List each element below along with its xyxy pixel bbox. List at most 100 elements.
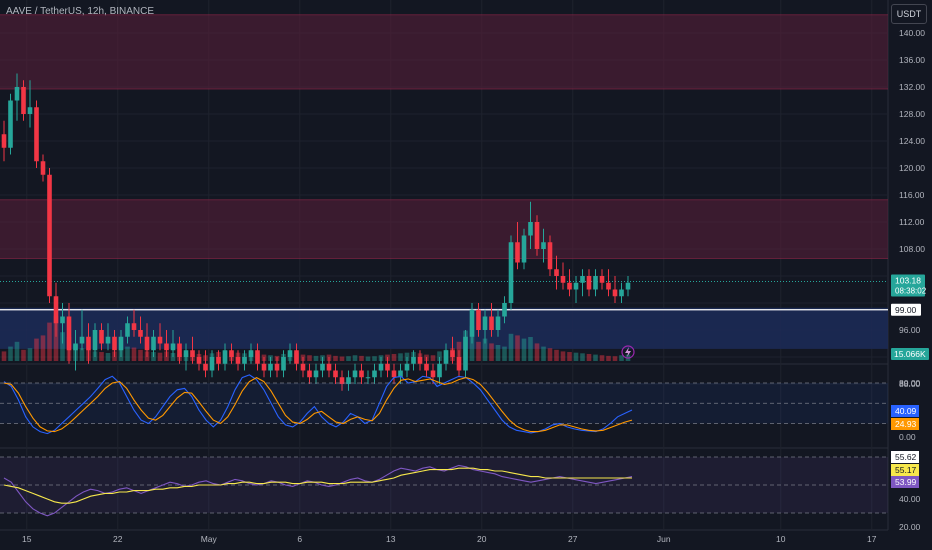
time-axis-tick-label: 6 bbox=[297, 534, 302, 544]
candle-body bbox=[60, 316, 65, 324]
candle-body bbox=[385, 363, 390, 371]
candle-body bbox=[86, 336, 91, 351]
candle-body bbox=[469, 309, 475, 337]
volume-bar bbox=[567, 352, 572, 361]
candle-body bbox=[281, 357, 286, 371]
candle-body bbox=[554, 269, 559, 276]
candle-body bbox=[456, 357, 462, 371]
volume-bar bbox=[502, 346, 507, 361]
currency-button[interactable]: USDT bbox=[891, 4, 927, 24]
resistance-zone bbox=[0, 199, 888, 259]
candle-body bbox=[606, 282, 611, 290]
volume-bar bbox=[34, 338, 39, 361]
candle-body bbox=[489, 316, 494, 330]
price-axis-tick-label: 136.00 bbox=[899, 55, 925, 65]
support-price-tag bbox=[891, 303, 921, 316]
volume-bar bbox=[606, 355, 611, 361]
candle-body bbox=[287, 350, 293, 357]
candle-body bbox=[359, 370, 364, 378]
volume-bar bbox=[476, 341, 481, 361]
price-axis-tick-label: 140.00 bbox=[899, 28, 925, 38]
volume-bar bbox=[53, 316, 59, 361]
volume-bar bbox=[14, 341, 20, 361]
candle-body bbox=[66, 316, 72, 351]
candle-body bbox=[313, 370, 319, 378]
candle-body bbox=[157, 336, 163, 344]
volume-bar bbox=[313, 355, 319, 361]
candle-body bbox=[404, 363, 410, 371]
time-axis-tick-label: 10 bbox=[776, 534, 786, 544]
volume-bar bbox=[99, 352, 104, 361]
candle-body bbox=[105, 336, 111, 344]
candle-body bbox=[138, 330, 143, 337]
candle-body bbox=[92, 330, 98, 351]
volume-bar bbox=[489, 343, 494, 361]
candle-body bbox=[443, 350, 449, 364]
candle-body bbox=[294, 350, 299, 364]
current-price-label: 103.18 bbox=[895, 276, 921, 286]
candle-body bbox=[502, 303, 507, 317]
volume-bar bbox=[339, 356, 345, 361]
stoch-k-tag bbox=[891, 405, 919, 417]
candle-body bbox=[365, 377, 371, 379]
rsi-axis-tick-label: 20.00 bbox=[899, 522, 921, 532]
candle-body bbox=[515, 242, 520, 263]
candle-body bbox=[21, 87, 26, 114]
volume-bar bbox=[586, 353, 592, 361]
candle-body bbox=[411, 357, 416, 364]
price-axis-tick-label: 132.00 bbox=[899, 82, 925, 92]
candle-body bbox=[125, 323, 130, 337]
volume-tag bbox=[891, 348, 929, 360]
candle-body bbox=[73, 343, 78, 351]
candle-body bbox=[235, 357, 241, 364]
price-axis-tick-label: 88.00 bbox=[899, 379, 921, 389]
volume-bar bbox=[482, 338, 488, 361]
price-axis-tick-label: 116.00 bbox=[899, 190, 925, 200]
rsi-ma-label: 55.17 bbox=[895, 465, 917, 475]
stoch-d-label: 24.93 bbox=[895, 419, 917, 429]
volume-bar bbox=[554, 349, 559, 361]
volume-bar bbox=[404, 352, 410, 361]
candle-body bbox=[528, 222, 533, 236]
candle-body bbox=[268, 363, 273, 371]
rsi-axis-tick-label: 40.00 bbox=[899, 494, 921, 504]
candle-body bbox=[34, 107, 39, 162]
candle-body bbox=[333, 370, 338, 378]
candle-body bbox=[352, 370, 358, 378]
stoch-axis-tick-label: 80.00 bbox=[899, 378, 921, 388]
candle-body bbox=[339, 377, 345, 384]
price-axis-tick-label: 112.00 bbox=[899, 217, 925, 227]
volume-bar bbox=[333, 355, 338, 361]
candle-body bbox=[586, 276, 592, 290]
stoch-series-line bbox=[3, 376, 633, 433]
stoch-k-label: 40.09 bbox=[895, 406, 917, 416]
candle-body bbox=[346, 377, 351, 384]
volume-bar bbox=[521, 338, 527, 361]
volume-bar bbox=[307, 355, 312, 361]
candle-body bbox=[40, 161, 46, 175]
price-axis-tick-label: 128.00 bbox=[899, 109, 925, 119]
time-axis-tick-label: 13 bbox=[386, 534, 396, 544]
rsi-tag-2 bbox=[891, 464, 919, 476]
volume-bar bbox=[528, 337, 533, 361]
volume-bar bbox=[365, 356, 371, 361]
candle-body bbox=[495, 316, 501, 330]
candle-body bbox=[534, 222, 540, 249]
volume-bar bbox=[391, 353, 397, 361]
price-axis-tick-label: 96.00 bbox=[899, 325, 921, 335]
candle-body bbox=[424, 363, 429, 371]
candle-body bbox=[242, 357, 247, 364]
candle-body bbox=[8, 100, 13, 148]
candle-body bbox=[521, 235, 527, 263]
volume-bar bbox=[40, 335, 46, 361]
rsi-value-label: 55.62 bbox=[895, 452, 917, 462]
candle-body bbox=[378, 363, 384, 371]
volume-bar bbox=[541, 346, 546, 361]
candle-body bbox=[222, 350, 228, 364]
volume-bar bbox=[138, 349, 143, 361]
candle-body bbox=[255, 350, 260, 364]
volume-label: 15.066K bbox=[894, 349, 926, 359]
candle-body bbox=[14, 87, 20, 101]
rsi-series-line bbox=[3, 467, 632, 504]
